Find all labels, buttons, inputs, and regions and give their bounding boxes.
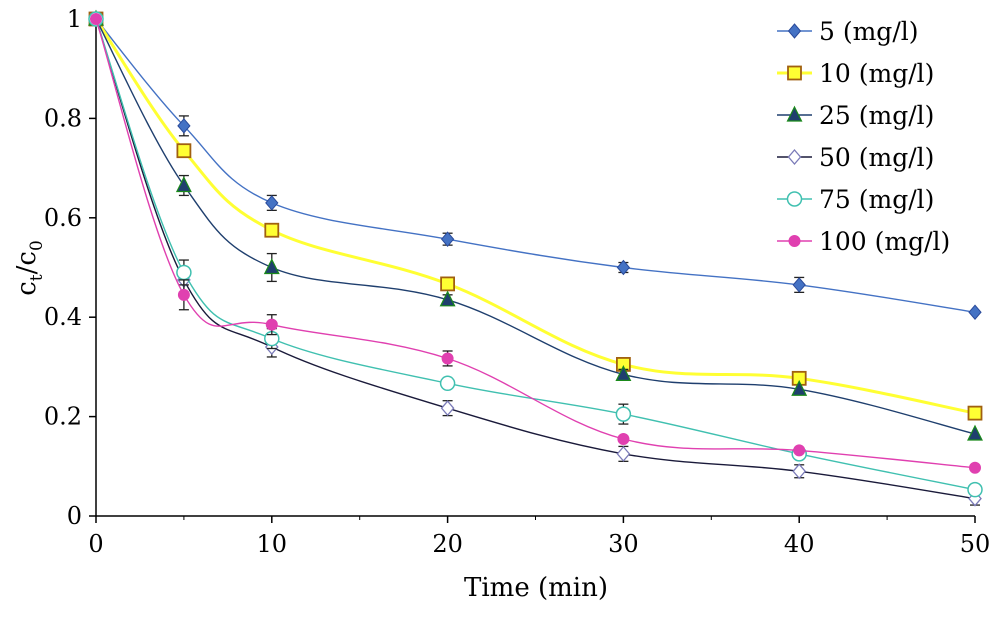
y-axis-title-main: c [12, 281, 42, 296]
data-point [441, 352, 454, 365]
data-point [440, 276, 456, 292]
data-point [793, 444, 806, 457]
axes: 0 10 20 30 40 50 0 0.2 0.4 0.6 0.8 1 [44, 5, 990, 558]
data-point [615, 406, 632, 422]
data-point [440, 400, 455, 417]
x-axis-title: Time (min) [464, 573, 608, 603]
y-tick-label: 0.2 [44, 403, 82, 431]
y-tick-label: 1 [67, 5, 82, 33]
y-tick-label: 0.4 [44, 303, 82, 331]
x-tick-label: 10 [257, 530, 288, 558]
data-point [90, 13, 102, 25]
data-point [969, 461, 981, 474]
y-axis-title: ct/c0 [12, 240, 47, 296]
legend: 5 (mg/l) 10 (mg/l) 25 (mg/l) 50 (mg/l) 75 (m… [777, 17, 950, 256]
plot-area [88, 9, 983, 507]
legend-label: 50 (mg/l) [819, 143, 934, 172]
legend-swatch-marker [787, 23, 802, 39]
legend-label: 75 (mg/l) [819, 185, 934, 214]
data-point [439, 375, 456, 392]
series-2 [88, 9, 983, 441]
data-point [265, 318, 278, 331]
legend-entry: 25 (mg/l) [777, 101, 934, 130]
series-line [95, 18, 976, 500]
data-point [440, 231, 455, 247]
data-point [792, 277, 806, 293]
data-point [265, 195, 279, 211]
legend-label: 10 (mg/l) [819, 59, 934, 88]
y-axis-title-sub-t: t [27, 274, 47, 281]
data-point [967, 424, 983, 441]
data-point [967, 405, 983, 421]
legend-entry: 10 (mg/l) [777, 59, 934, 88]
x-tick-label: 20 [432, 530, 463, 558]
legend-swatch-marker [786, 105, 803, 122]
series-5 [90, 13, 981, 474]
data-point [263, 258, 280, 275]
data-point [792, 463, 807, 480]
data-point [615, 365, 632, 381]
data-point [177, 118, 191, 134]
legend-swatch-marker [788, 235, 801, 247]
x-tick-label: 50 [960, 530, 991, 558]
legend-label: 5 (mg/l) [819, 17, 919, 46]
data-point [439, 290, 456, 307]
legend-entry: 50 (mg/l) [777, 143, 934, 172]
data-point [967, 481, 983, 498]
legend-label: 25 (mg/l) [819, 101, 934, 130]
data-point [176, 143, 192, 159]
legend-entry: 100 (mg/l) [777, 227, 950, 256]
y-tick-label: 0.8 [44, 104, 82, 132]
y-tick-label: 0.6 [44, 204, 82, 232]
x-tick-label: 40 [784, 530, 815, 558]
legend-entry: 75 (mg/l) [777, 185, 934, 214]
y-axis-title-sub-0: 0 [27, 240, 47, 251]
data-point [968, 304, 982, 320]
data-point [616, 259, 631, 276]
legend-entry: 5 (mg/l) [777, 17, 919, 46]
legend-label: 100 (mg/l) [819, 227, 950, 256]
legend-swatch-marker [787, 149, 802, 165]
x-tick-label: 30 [608, 530, 639, 558]
x-tick-label: 0 [88, 530, 103, 558]
data-point [617, 432, 630, 445]
data-point [264, 222, 280, 238]
legend-swatch-marker [787, 65, 802, 81]
data-point [175, 176, 192, 193]
legend-swatch-marker [786, 191, 803, 207]
data-point [176, 264, 192, 281]
data-point [177, 288, 190, 301]
y-tick-label: 0 [67, 502, 82, 530]
y-axis-title-slash: /c [12, 251, 42, 274]
data-point [616, 445, 631, 462]
data-point [791, 379, 808, 396]
